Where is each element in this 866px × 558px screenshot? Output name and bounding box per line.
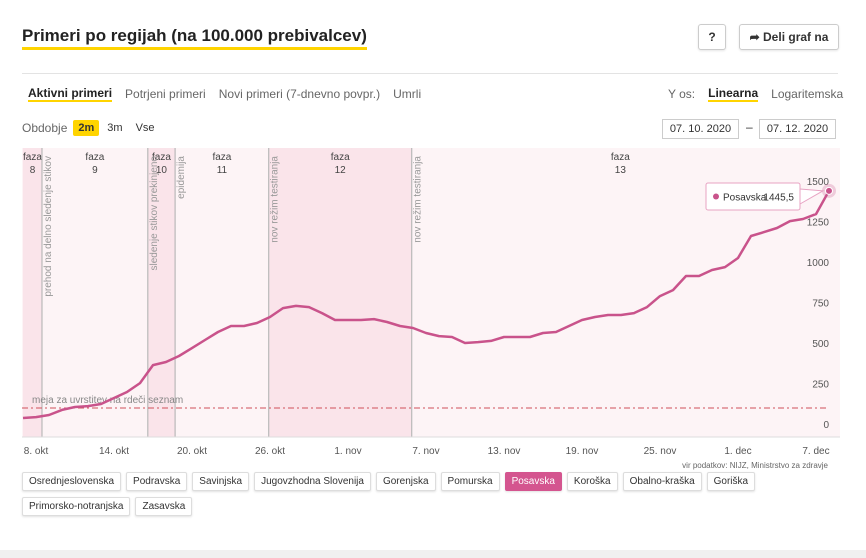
x-tick-label: 20. okt xyxy=(177,446,207,457)
tooltip-pointer xyxy=(799,188,825,205)
tab[interactable]: Umrli xyxy=(393,87,422,101)
tab[interactable]: Aktivni primeri xyxy=(28,86,113,102)
period-option[interactable]: 3m xyxy=(107,122,123,134)
tooltip-box xyxy=(705,182,801,211)
y-tick-label: 250 xyxy=(812,380,829,391)
region-button[interactable]: Posavska xyxy=(504,472,562,491)
y-tick-label: 500 xyxy=(812,339,829,350)
phase-number: 12 xyxy=(335,165,347,176)
phase-band xyxy=(268,148,412,437)
chart: faza 8 faza 9 faza 10 faza 11 faza 12 faza 13 prehod… xyxy=(22,148,840,470)
date-to[interactable]: 07. 12. 2020 xyxy=(759,119,836,139)
period: Obdobje 2m 3m Vse xyxy=(22,120,160,136)
region-button[interactable]: Osrednjeslovenska xyxy=(22,472,122,491)
phase-name: faza xyxy=(85,152,104,163)
y-tick-label: 0 xyxy=(823,420,829,431)
x-tick-label: 26. okt xyxy=(255,446,285,457)
event-label: prehod na delno sledenje stikov xyxy=(43,156,54,297)
period-label: Obdobje xyxy=(22,121,68,135)
region-button[interactable]: Goriška xyxy=(706,472,756,491)
x-tick-label: 19. nov xyxy=(566,446,599,457)
tooltip-name: Posavska xyxy=(723,193,767,204)
share-label: Deli graf na xyxy=(763,30,829,44)
y-axis-option[interactable]: Linearna xyxy=(708,86,759,102)
y-tick-label: 1000 xyxy=(807,258,830,269)
region-button[interactable]: Obalno-kraška xyxy=(622,472,702,491)
event-label: sledenje stikov prekinjeno xyxy=(149,156,160,271)
region-button[interactable]: Gorenjska xyxy=(375,472,436,491)
phase-name: faza xyxy=(212,152,231,163)
tooltip-dot xyxy=(713,193,719,200)
region-button[interactable]: Primorsko-notranjska xyxy=(22,497,131,516)
phase-name: faza xyxy=(23,152,42,163)
tab[interactable]: Potrjeni primeri xyxy=(125,87,206,101)
help-button[interactable]: ? xyxy=(698,24,726,50)
event-label: epidemija xyxy=(176,156,187,199)
tab[interactable]: Novi primeri (7-dnevno povpr.) xyxy=(218,87,381,101)
x-tick-label: 7. nov xyxy=(412,446,439,457)
phase-number: 9 xyxy=(92,165,98,176)
phase-name: faza xyxy=(611,152,630,163)
region-button[interactable]: Zasavska xyxy=(135,497,193,516)
x-tick-label: 8. okt xyxy=(24,446,49,457)
phase-number: 8 xyxy=(30,165,36,176)
footer-bar xyxy=(0,550,866,558)
date-separator: – xyxy=(746,120,753,134)
y-tick-label: 1250 xyxy=(807,218,830,229)
source-note: vir podatkov: NIJZ, Ministrstvo za zdrav… xyxy=(682,461,828,470)
series-line xyxy=(22,190,831,420)
tooltip-value: 1445,5 xyxy=(763,193,794,204)
point-marker xyxy=(825,186,833,195)
x-tick-label: 14. okt xyxy=(99,446,129,457)
event-label: nov režim testiranja xyxy=(270,156,281,243)
phase-number: 13 xyxy=(615,165,627,176)
phase-name: faza xyxy=(331,152,350,163)
date-from[interactable]: 07. 10. 2020 xyxy=(662,119,739,139)
region-button[interactable]: Jugovzhodna Slovenija xyxy=(254,472,371,491)
x-tick-label: 13. nov xyxy=(488,446,521,457)
x-tick-label: 1. nov xyxy=(334,446,361,457)
y-tick-label: 1500 xyxy=(807,177,830,188)
share-icon: ➦ xyxy=(749,30,760,44)
event-label: nov režim testiranja xyxy=(413,156,424,243)
y-tick-label: 750 xyxy=(812,299,829,310)
period-option[interactable]: Vse xyxy=(135,122,155,134)
region-button[interactable]: Koroška xyxy=(566,472,618,491)
region-button[interactable]: Podravska xyxy=(126,472,188,491)
y-axis-toggle: Y os: Linearna Logaritemska xyxy=(668,86,856,102)
x-tick-label: 1. dec xyxy=(724,446,751,457)
phase-name: faza xyxy=(152,152,171,163)
y-axis-option[interactable]: Logaritemska xyxy=(771,87,844,101)
region-button[interactable]: Savinjska xyxy=(192,472,250,491)
y-axis-label: Y os: xyxy=(668,87,696,101)
phase-number: 10 xyxy=(156,165,168,176)
phase-number: 11 xyxy=(217,165,228,176)
x-tick-label: 25. nov xyxy=(644,446,677,457)
region-button[interactable]: Pomurska xyxy=(440,472,500,491)
page-title: Primeri po regijah (na 100.000 prebivalc… xyxy=(22,26,367,50)
phase-band xyxy=(147,148,176,437)
share-button[interactable]: ➦ Deli graf na xyxy=(739,24,839,50)
phase-band xyxy=(23,148,42,437)
region-buttons: Osrednjeslovenska Podravska Savinjska Jugov… xyxy=(22,472,852,522)
period-option[interactable]: 2m xyxy=(73,120,100,136)
x-tick-label: 7. dec xyxy=(802,446,829,457)
separator xyxy=(22,73,838,74)
tabs: Aktivni primeri Potrjeni primeri Novi prim… xyxy=(28,86,434,102)
